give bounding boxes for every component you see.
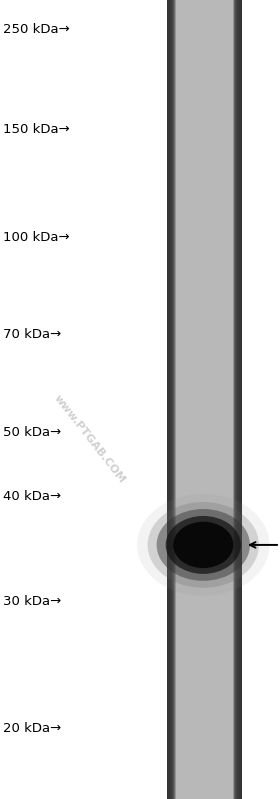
Bar [167, 0, 173, 799]
Text: 100 kDa→: 100 kDa→ [3, 231, 69, 244]
Bar [235, 0, 242, 799]
Bar [234, 0, 242, 799]
Bar [167, 0, 172, 799]
Bar [236, 0, 242, 799]
Bar [167, 0, 172, 799]
Bar [238, 0, 242, 799]
Bar [237, 0, 242, 799]
Bar [167, 0, 171, 799]
Bar [237, 0, 242, 799]
Bar [167, 0, 168, 799]
Ellipse shape [137, 494, 269, 596]
Ellipse shape [148, 502, 259, 588]
Bar [167, 0, 171, 799]
Bar [167, 0, 169, 799]
Text: 150 kDa→: 150 kDa→ [3, 123, 69, 136]
Bar [239, 0, 242, 799]
Bar [241, 0, 242, 799]
Bar [238, 0, 242, 799]
Bar [167, 0, 173, 799]
Bar [241, 0, 242, 799]
Bar [167, 0, 174, 799]
Bar [240, 0, 242, 799]
Bar [234, 0, 242, 799]
Bar [167, 0, 175, 799]
Bar [167, 0, 174, 799]
Bar [234, 0, 242, 799]
Text: 40 kDa→: 40 kDa→ [3, 491, 61, 503]
Text: 30 kDa→: 30 kDa→ [3, 595, 61, 608]
Text: www.PTGAB.COM: www.PTGAB.COM [52, 393, 127, 486]
Bar [239, 0, 242, 799]
Bar [167, 0, 170, 799]
Text: 20 kDa→: 20 kDa→ [3, 722, 61, 735]
Bar [239, 0, 242, 799]
Ellipse shape [166, 516, 241, 574]
Ellipse shape [173, 522, 233, 568]
Text: 70 kDa→: 70 kDa→ [3, 328, 61, 341]
Bar [236, 0, 242, 799]
Bar [167, 0, 168, 799]
Bar [167, 0, 169, 799]
Bar [167, 0, 170, 799]
Bar [167, 0, 172, 799]
Bar [167, 0, 176, 799]
Bar [233, 0, 242, 799]
Bar [167, 0, 175, 799]
Ellipse shape [157, 509, 250, 581]
Bar [235, 0, 242, 799]
Bar [167, 0, 242, 799]
Text: 50 kDa→: 50 kDa→ [3, 426, 61, 439]
Bar [241, 0, 242, 799]
Text: 250 kDa→: 250 kDa→ [3, 23, 69, 36]
